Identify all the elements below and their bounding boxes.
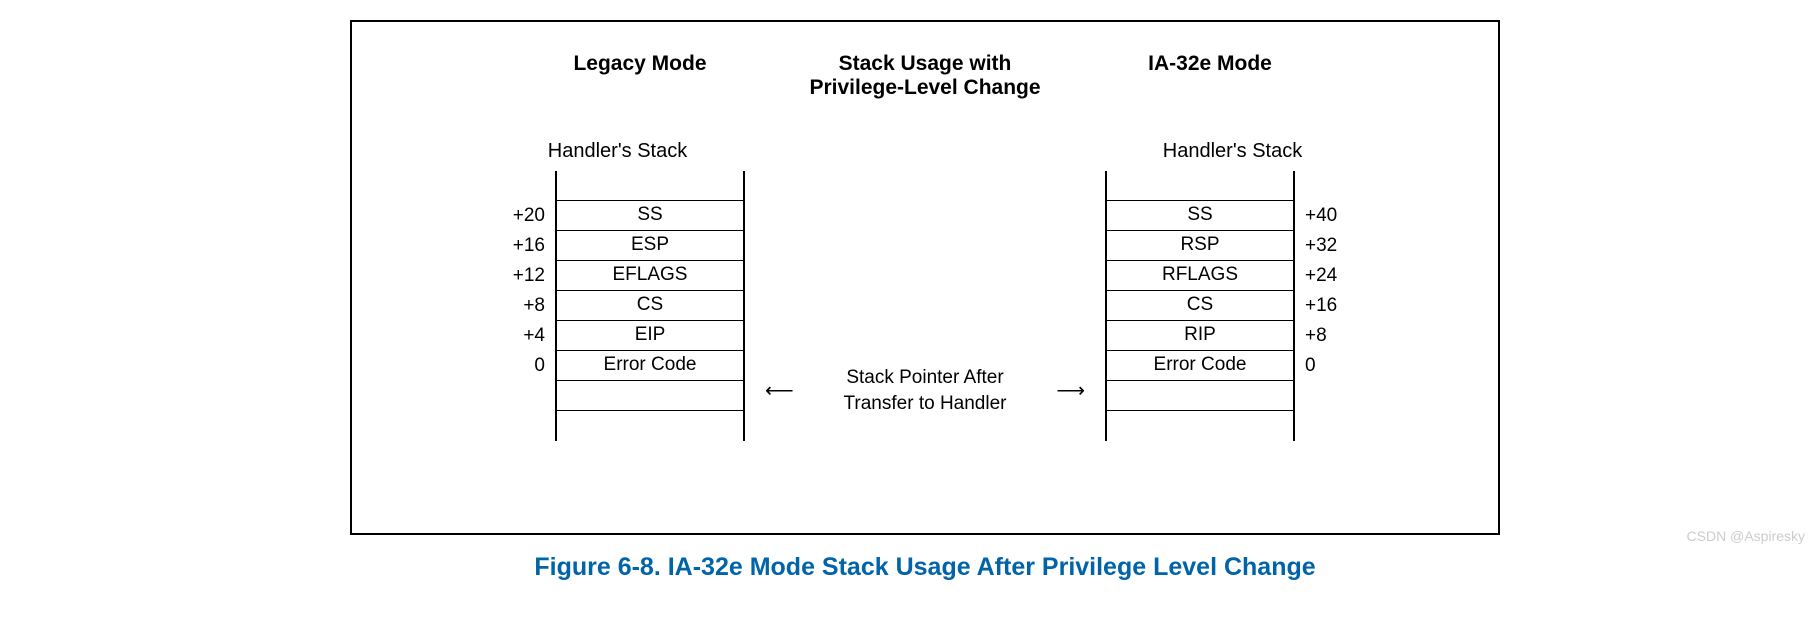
- offset-label: [1305, 411, 1360, 441]
- figure-caption: Figure 6-8. IA-32e Mode Stack Usage Afte…: [20, 553, 1810, 582]
- stack-cell: EFLAGS: [557, 261, 743, 291]
- arrow-right-icon: ⟶: [1056, 376, 1085, 406]
- left-offsets: +20 +16 +12 +8 +4 0: [490, 171, 545, 441]
- stack-cell: Error Code: [557, 351, 743, 381]
- left-stack-column: Handler's Stack +20 +16 +12 +8 +4 0: [490, 140, 745, 441]
- stack-cell: CS: [557, 291, 743, 321]
- stack-cell: Error Code: [1107, 351, 1293, 381]
- stack-cell: [1107, 381, 1293, 411]
- stack-cell: RFLAGS: [1107, 261, 1293, 291]
- offset-label: +20: [490, 201, 545, 231]
- stack-cell: ESP: [557, 231, 743, 261]
- stack-cell: EIP: [557, 321, 743, 351]
- stack-cell: [557, 411, 743, 441]
- figure-frame: Legacy Mode Stack Usage with Privilege-L…: [350, 20, 1500, 535]
- canvas: Legacy Mode Stack Usage with Privilege-L…: [20, 20, 1810, 582]
- stack-cell: RSP: [1107, 231, 1293, 261]
- right-stack-box: SS RSP RFLAGS CS RIP Error Code: [1105, 171, 1295, 441]
- stack-cell: RIP: [1107, 321, 1293, 351]
- offset-label: [1305, 381, 1360, 411]
- offset-label: [490, 171, 545, 201]
- right-stack-column: Handler's Stack SS RSP RFLAGS CS RIP Err…: [1105, 140, 1360, 441]
- offset-label: +8: [490, 291, 545, 321]
- offset-label: +24: [1305, 261, 1360, 291]
- arrow-left-icon: ⟵: [765, 376, 794, 406]
- offset-label: [490, 411, 545, 441]
- arrow-row: ⟵ Stack Pointer After Transfer to Handle…: [765, 365, 1085, 417]
- stack-cell: [1107, 171, 1293, 201]
- offset-label: 0: [1305, 351, 1360, 381]
- offset-label: +12: [490, 261, 545, 291]
- header-center: Stack Usage with Privilege-Level Change: [805, 52, 1045, 100]
- offset-label: +4: [490, 321, 545, 351]
- header-row: Legacy Mode Stack Usage with Privilege-L…: [352, 52, 1498, 100]
- stack-cell: SS: [557, 201, 743, 231]
- right-stack-body: SS RSP RFLAGS CS RIP Error Code +40 +32 …: [1105, 171, 1360, 441]
- content-row: Handler's Stack +20 +16 +12 +8 +4 0: [352, 140, 1498, 441]
- offset-label: [1305, 171, 1360, 201]
- middle-text: Stack Pointer After Transfer to Handler: [844, 365, 1007, 417]
- stack-cell: [1107, 411, 1293, 441]
- left-stack-title: Handler's Stack: [548, 140, 687, 163]
- right-stack-title: Handler's Stack: [1163, 140, 1302, 163]
- offset-label: +40: [1305, 201, 1360, 231]
- offset-label: +8: [1305, 321, 1360, 351]
- right-offsets: +40 +32 +24 +16 +8 0: [1305, 171, 1360, 441]
- header-center-line2: Privilege-Level Change: [805, 76, 1045, 100]
- stack-cell: CS: [1107, 291, 1293, 321]
- watermark: CSDN @Aspiresky: [1687, 528, 1805, 544]
- stack-cell: SS: [1107, 201, 1293, 231]
- middle-text-line2: Transfer to Handler: [844, 391, 1007, 417]
- header-left: Legacy Mode: [545, 52, 735, 100]
- header-right: IA-32e Mode: [1115, 52, 1305, 100]
- offset-label: +32: [1305, 231, 1360, 261]
- offset-label: +16: [1305, 291, 1360, 321]
- middle-text-line1: Stack Pointer After: [844, 365, 1007, 391]
- left-stack-box: SS ESP EFLAGS CS EIP Error Code: [555, 171, 745, 441]
- offset-label: +16: [490, 231, 545, 261]
- offset-label: [490, 381, 545, 411]
- left-stack-body: +20 +16 +12 +8 +4 0 SS ESP EFLAGS: [490, 171, 745, 441]
- middle-column: ⟵ Stack Pointer After Transfer to Handle…: [765, 140, 1085, 417]
- offset-label: 0: [490, 351, 545, 381]
- stack-cell: [557, 171, 743, 201]
- header-center-line1: Stack Usage with: [805, 52, 1045, 76]
- stack-cell: [557, 381, 743, 411]
